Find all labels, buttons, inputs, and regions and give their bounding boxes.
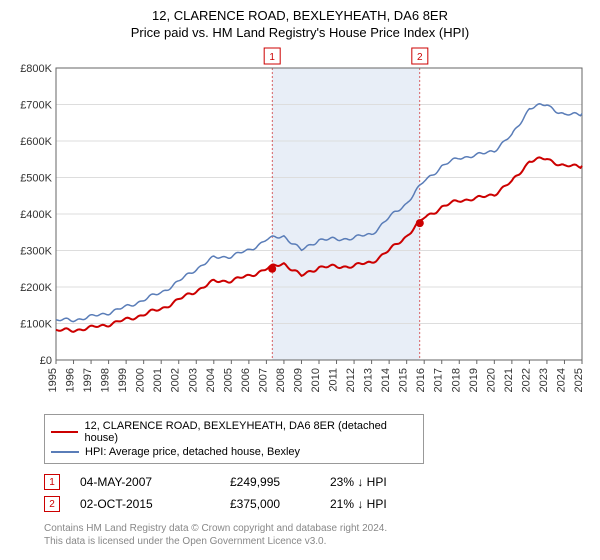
svg-text:£300K: £300K — [20, 246, 52, 258]
svg-text:2024: 2024 — [555, 368, 567, 392]
legend: 12, CLARENCE ROAD, BEXLEYHEATH, DA6 8ER … — [44, 414, 424, 464]
svg-text:2008: 2008 — [275, 368, 287, 392]
sale-marker-box: 2 — [44, 496, 60, 512]
svg-text:1998: 1998 — [100, 368, 112, 392]
svg-text:1996: 1996 — [65, 368, 77, 392]
svg-text:2023: 2023 — [538, 368, 550, 392]
chart: £0 £100K £200K £300K £400K £500K £600K £700K £80… — [12, 46, 588, 406]
sale-marker-box: 1 — [44, 474, 60, 490]
svg-text:2000: 2000 — [135, 368, 147, 392]
svg-text:£400K: £400K — [20, 209, 52, 221]
svg-text:2010: 2010 — [310, 368, 322, 392]
sale-date: 04-MAY-2007 — [80, 475, 230, 489]
sales-table: 1 04-MAY-2007£249,99523% ↓ HPI 2 02-OCT-201… — [44, 474, 588, 512]
svg-text:2002: 2002 — [170, 368, 182, 392]
svg-text:£100K: £100K — [20, 319, 52, 331]
sale-row: 1 04-MAY-2007£249,99523% ↓ HPI — [44, 474, 588, 490]
svg-text:2025: 2025 — [573, 368, 585, 392]
svg-text:2016: 2016 — [415, 368, 427, 392]
svg-text:2017: 2017 — [433, 368, 445, 392]
sale-row: 2 02-OCT-2015£375,00021% ↓ HPI — [44, 496, 588, 512]
chart-title: 12, CLARENCE ROAD, BEXLEYHEATH, DA6 8ER — [12, 8, 588, 23]
svg-text:2: 2 — [417, 52, 423, 63]
footer-line-2: This data is licensed under the Open Gov… — [44, 535, 588, 548]
svg-text:2021: 2021 — [503, 368, 515, 392]
sale-price: £249,995 — [230, 475, 330, 489]
svg-text:2022: 2022 — [520, 368, 532, 392]
footer-line-1: Contains HM Land Registry data © Crown c… — [44, 522, 588, 535]
svg-text:2020: 2020 — [485, 368, 497, 392]
sale-date: 02-OCT-2015 — [80, 497, 230, 511]
svg-text:1: 1 — [269, 52, 275, 63]
svg-text:2019: 2019 — [468, 368, 480, 392]
svg-text:£200K: £200K — [20, 282, 52, 294]
legend-swatch — [51, 451, 79, 453]
svg-text:£700K: £700K — [20, 100, 52, 112]
svg-text:2005: 2005 — [222, 368, 234, 392]
svg-text:2013: 2013 — [363, 368, 375, 392]
svg-text:1995: 1995 — [47, 368, 59, 392]
svg-text:2018: 2018 — [450, 368, 462, 392]
legend-label: 12, CLARENCE ROAD, BEXLEYHEATH, DA6 8ER … — [84, 420, 417, 444]
svg-text:£500K: £500K — [20, 173, 52, 185]
svg-text:2001: 2001 — [152, 368, 164, 392]
chart-subtitle: Price paid vs. HM Land Registry's House … — [12, 25, 588, 40]
svg-text:2004: 2004 — [205, 368, 217, 392]
sale-price: £375,000 — [230, 497, 330, 511]
sale-diff: 23% ↓ HPI — [330, 475, 430, 489]
svg-text:2006: 2006 — [240, 368, 252, 392]
sale-diff: 21% ↓ HPI — [330, 497, 430, 511]
svg-text:2012: 2012 — [345, 368, 357, 392]
svg-text:1997: 1997 — [82, 368, 94, 392]
svg-text:2009: 2009 — [292, 368, 304, 392]
legend-item: 12, CLARENCE ROAD, BEXLEYHEATH, DA6 8ER … — [51, 419, 417, 445]
svg-text:2015: 2015 — [398, 368, 410, 392]
footer-attribution: Contains HM Land Registry data © Crown c… — [44, 522, 588, 548]
svg-text:£800K: £800K — [20, 63, 52, 75]
svg-text:£0: £0 — [40, 355, 52, 367]
legend-swatch — [51, 431, 78, 433]
svg-text:2014: 2014 — [380, 368, 392, 392]
svg-text:£600K: £600K — [20, 136, 52, 148]
svg-text:2003: 2003 — [187, 368, 199, 392]
svg-text:2011: 2011 — [328, 368, 340, 392]
svg-text:1999: 1999 — [117, 368, 129, 392]
legend-label: HPI: Average price, detached house, Bexl… — [85, 446, 300, 458]
legend-item: HPI: Average price, detached house, Bexl… — [51, 445, 417, 459]
svg-text:2007: 2007 — [257, 368, 269, 392]
